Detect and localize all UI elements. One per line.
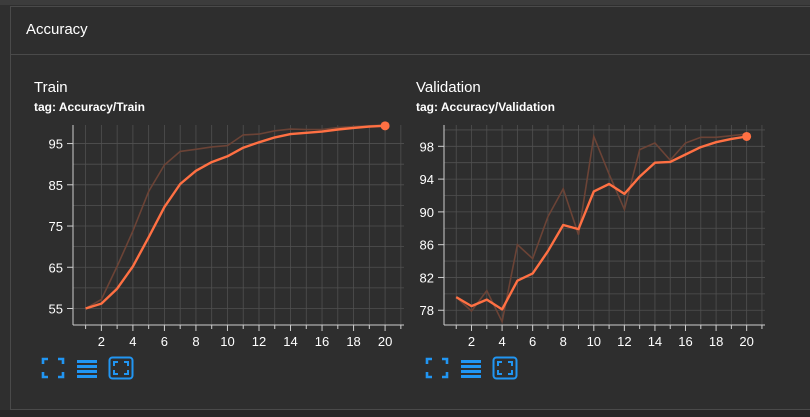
x-tick-label: 4 — [498, 334, 505, 349]
y-tick-label: 85 — [49, 178, 63, 193]
y-tick-label: 75 — [49, 219, 63, 234]
x-tick-label: 4 — [129, 334, 136, 349]
y-tick-label: 95 — [49, 137, 63, 152]
chart-title: Validation — [416, 79, 481, 96]
chart-tag: tag: Accuracy/Train — [34, 100, 145, 114]
x-tick-label: 16 — [678, 334, 692, 349]
x-tick-label: 8 — [192, 334, 199, 349]
x-tick-label: 10 — [587, 334, 601, 349]
raw-series-line — [85, 124, 386, 310]
line-chart-validation[interactable]: 78 82 86 90 94 98 2 4 6 8 10 12 14 16 18 20 — [393, 55, 778, 355]
chart-title: Train — [34, 79, 68, 96]
x-tick-label: 6 — [161, 334, 168, 349]
bottom-strip — [0, 410, 810, 417]
chart-card-validation: Validation tag: Accuracy/Validation 78 82… — [393, 55, 778, 410]
x-tick-label: 18 — [709, 334, 723, 349]
x-tick-label: 2 — [468, 334, 475, 349]
fullscreen-icon[interactable] — [492, 356, 518, 380]
section-header[interactable]: Accuracy — [10, 6, 810, 54]
last-point-marker — [380, 121, 390, 131]
chart-card-train: Train tag: Accuracy/Train 55 65 75 85 95 2 4 6 8… — [11, 55, 404, 410]
fit-to-data-icon[interactable] — [424, 356, 450, 380]
chart-tag: tag: Accuracy/Validation — [416, 100, 555, 114]
raw-series-line — [455, 133, 747, 325]
section-title: Accuracy — [26, 21, 88, 38]
fit-to-data-icon[interactable] — [40, 356, 66, 380]
x-tick-label: 10 — [220, 334, 234, 349]
y-tick-label: 78 — [420, 303, 434, 318]
x-tick-label: 20 — [739, 334, 753, 349]
x-tick-label: 12 — [252, 334, 266, 349]
x-tick-label: 18 — [346, 334, 360, 349]
y-tick-label: 82 — [420, 270, 434, 285]
y-tick-label: 55 — [49, 302, 63, 317]
x-tick-label: 14 — [283, 334, 297, 349]
x-tick-label: 12 — [617, 334, 631, 349]
y-tick-label: 65 — [49, 260, 63, 275]
toggle-log-scale-icon[interactable] — [458, 356, 484, 380]
y-tick-label: 86 — [420, 238, 434, 253]
top-bar — [0, 0, 810, 5]
last-point-marker — [742, 131, 752, 141]
smoothed-series-line — [85, 124, 386, 310]
fullscreen-icon[interactable] — [108, 356, 134, 380]
y-tick-label: 98 — [420, 139, 434, 154]
y-tick-label: 94 — [420, 172, 434, 187]
section-body: Train tag: Accuracy/Train 55 65 75 85 95 2 4 6 8… — [10, 54, 810, 410]
x-tick-label: 20 — [378, 334, 392, 349]
x-tick-label: 8 — [560, 334, 567, 349]
toggle-log-scale-icon[interactable] — [74, 356, 100, 380]
x-tick-label: 16 — [315, 334, 329, 349]
x-tick-label: 6 — [529, 334, 536, 349]
y-tick-label: 90 — [420, 205, 434, 220]
smoothed-series-line — [455, 135, 747, 311]
x-tick-label: 2 — [98, 334, 105, 349]
line-chart-train[interactable]: 55 65 75 85 95 2 4 6 8 10 12 14 16 18 20 — [11, 55, 404, 355]
x-tick-label: 14 — [648, 334, 662, 349]
